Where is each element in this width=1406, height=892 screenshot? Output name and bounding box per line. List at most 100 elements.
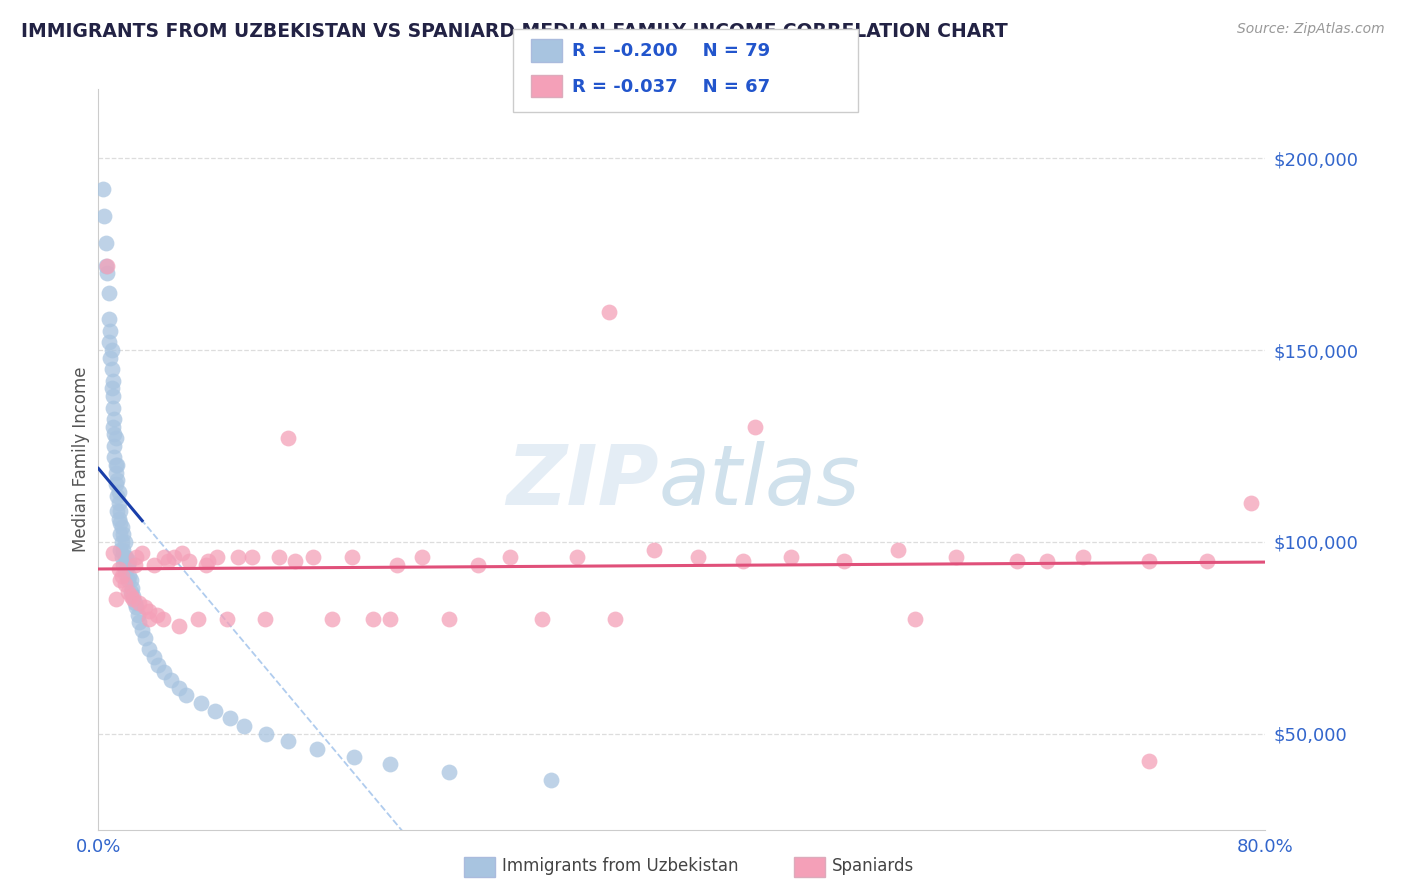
Text: R = -0.037    N = 67: R = -0.037 N = 67 (572, 78, 770, 95)
Point (114, 566, 136, 580)
Point (342, 550, 364, 565)
Point (94, 235, 117, 250)
Point (530, 611, 553, 625)
Text: Immigrants from Uzbekistan: Immigrants from Uzbekistan (502, 857, 738, 875)
Point (148, 657, 170, 672)
Point (170, 546, 193, 560)
Point (174, 688, 197, 702)
Point (114, 534, 136, 549)
Point (167, 619, 190, 633)
Point (94, 259, 117, 273)
Point (101, 546, 124, 560)
Point (205, 550, 228, 565)
Point (101, 374, 124, 388)
Point (112, 527, 135, 541)
Point (277, 431, 299, 445)
Point (111, 550, 134, 565)
Point (1195, 554, 1218, 568)
Point (253, 611, 276, 625)
Point (118, 554, 141, 568)
Point (120, 589, 142, 603)
Point (190, 696, 212, 710)
Point (157, 554, 180, 568)
Point (565, 550, 588, 565)
Point (1137, 754, 1160, 768)
Point (108, 512, 131, 526)
Point (105, 489, 128, 503)
Point (122, 592, 145, 607)
Point (108, 496, 131, 510)
Point (120, 584, 142, 599)
Point (1035, 554, 1057, 568)
Point (112, 542, 135, 557)
Point (115, 550, 138, 565)
Point (134, 631, 156, 645)
Point (98, 351, 121, 365)
Point (134, 600, 156, 615)
Point (97, 285, 120, 300)
Point (125, 600, 148, 615)
Point (167, 681, 190, 695)
Point (160, 673, 183, 687)
Point (103, 427, 125, 442)
Point (124, 596, 146, 610)
Point (138, 611, 160, 625)
Point (104, 592, 127, 607)
Point (105, 504, 128, 518)
Point (114, 577, 136, 591)
Y-axis label: Median Family Income: Median Family Income (72, 367, 90, 552)
Point (104, 431, 127, 445)
Point (100, 343, 122, 357)
Point (163, 550, 186, 565)
Point (321, 611, 343, 625)
Point (111, 519, 134, 533)
Point (93, 209, 115, 223)
Point (110, 504, 132, 518)
Point (228, 550, 250, 565)
Point (110, 527, 132, 541)
Point (120, 573, 142, 587)
Text: Source: ZipAtlas.com: Source: ZipAtlas.com (1237, 22, 1385, 37)
Point (195, 558, 218, 572)
Point (100, 362, 122, 376)
Point (105, 474, 128, 488)
Point (131, 546, 153, 560)
Point (101, 401, 124, 415)
Text: IMMIGRANTS FROM UZBEKISTAN VS SPANIARD MEDIAN FAMILY INCOME CORRELATION CHART: IMMIGRANTS FROM UZBEKISTAN VS SPANIARD M… (21, 22, 1008, 41)
Point (177, 554, 200, 568)
Point (361, 611, 384, 625)
Point (108, 485, 131, 500)
Point (643, 542, 665, 557)
Point (118, 569, 141, 583)
Point (103, 439, 125, 453)
Point (780, 550, 803, 565)
Point (101, 389, 124, 403)
Point (108, 562, 131, 576)
Point (307, 742, 329, 756)
Point (128, 615, 150, 630)
Point (343, 749, 366, 764)
Point (603, 611, 626, 625)
Text: ZIP: ZIP (506, 441, 658, 522)
Point (122, 589, 145, 603)
Point (1137, 554, 1160, 568)
Point (380, 611, 402, 625)
Point (127, 607, 149, 622)
Point (187, 611, 209, 625)
Point (387, 558, 409, 572)
Point (112, 558, 135, 572)
Point (598, 304, 620, 318)
Point (254, 726, 277, 740)
Point (467, 558, 489, 572)
Point (153, 550, 176, 565)
Point (111, 534, 134, 549)
Point (146, 607, 169, 622)
Point (204, 704, 226, 718)
Point (437, 764, 460, 779)
Point (1007, 554, 1029, 568)
Point (215, 611, 238, 625)
Point (103, 450, 125, 465)
Point (218, 711, 240, 725)
Point (114, 550, 136, 565)
Point (138, 642, 160, 657)
